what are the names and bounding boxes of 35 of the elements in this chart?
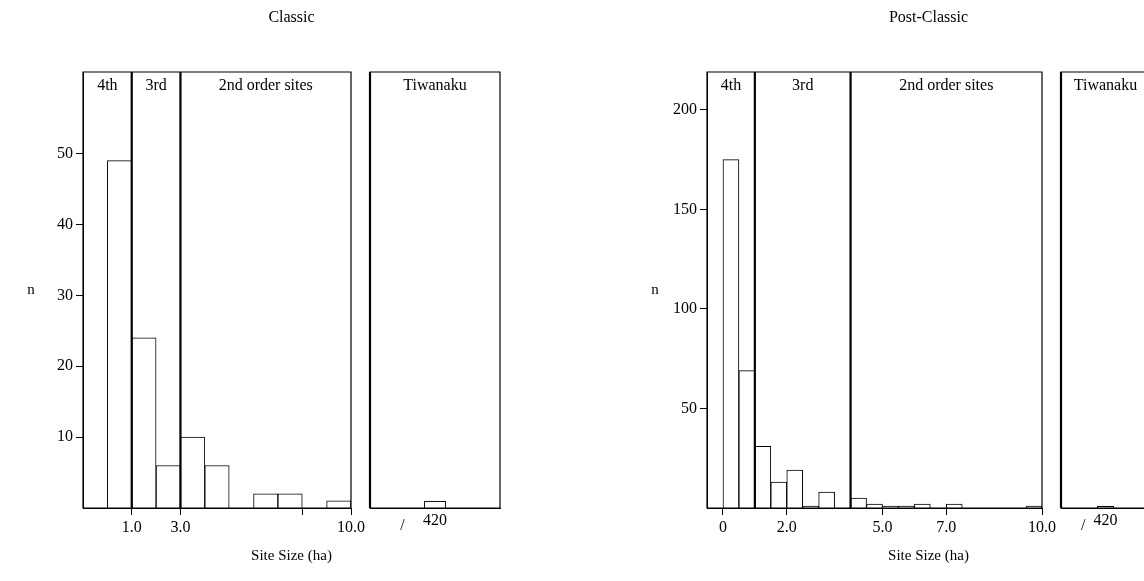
text: / <box>1081 516 1087 534</box>
text: / <box>400 516 406 534</box>
x-tick-label: 5.0 <box>872 517 893 535</box>
chart-title: Post-Classic <box>887 8 970 26</box>
chart-title: Tiwanaku <box>1073 76 1138 94</box>
y-tick-label: 200 <box>673 100 697 118</box>
x-tick-label: 10.0 <box>337 517 365 535</box>
y-tick-label: 30 <box>57 285 73 303</box>
x-tick-label: 7.0 <box>936 517 957 535</box>
y-axis-title: n <box>27 280 36 297</box>
y-tick-label: 40 <box>57 214 73 232</box>
x-tick-label: 2.0 <box>776 517 797 535</box>
x-tick-label: 10.0 <box>1028 517 1056 535</box>
x-axis-title: Site Size (ha) <box>887 547 970 564</box>
x-tick-label: 420 <box>1093 510 1118 528</box>
annotation: 3rd <box>145 76 167 94</box>
chart-title: Tiwanaku <box>403 76 467 94</box>
y-tick-label: 50 <box>681 398 697 416</box>
x-tick-label: 420 <box>423 510 447 528</box>
y-axis-title: n <box>651 280 660 297</box>
y-tick-label: 150 <box>673 199 697 217</box>
y-tick-label: 100 <box>673 299 697 317</box>
chart-title: Classic <box>267 8 316 26</box>
x-axis-title: Site Size (ha) <box>250 547 333 564</box>
x-tick-label: 0 <box>718 517 727 535</box>
annotation: 3rd <box>792 76 814 94</box>
x-tick-label: 3.0 <box>170 517 191 535</box>
y-tick-label: 20 <box>57 356 73 374</box>
y-tick-label: 10 <box>57 427 73 445</box>
annotation: 4th <box>97 76 118 94</box>
x-tick-label: 1.0 <box>121 517 142 535</box>
annotation: 2nd order sites <box>899 76 994 94</box>
annotation: 2nd order sites <box>218 76 313 94</box>
annotation: 4th <box>720 76 742 94</box>
y-tick-label: 50 <box>57 143 73 161</box>
